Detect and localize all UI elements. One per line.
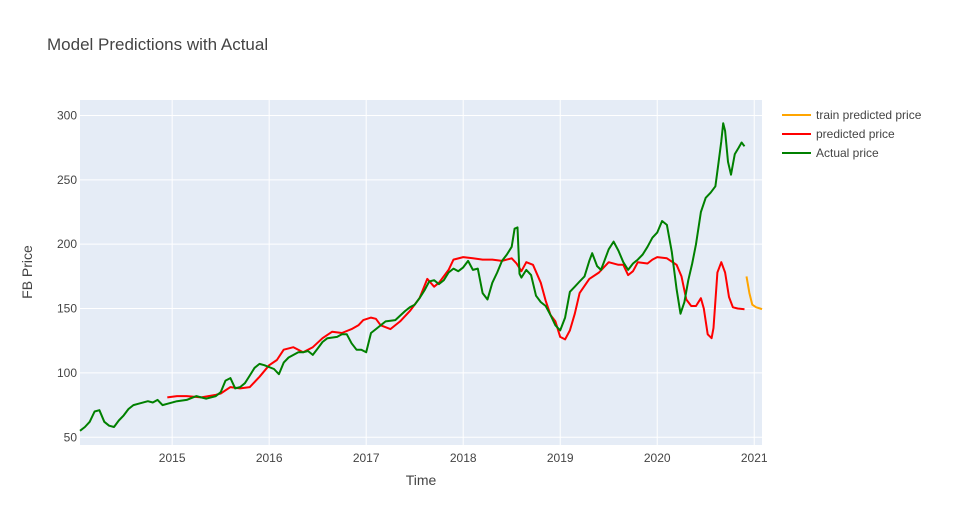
y-tick-labels: 50 100 150 200 250 300 — [57, 108, 77, 444]
x-axis-title: Time — [406, 472, 437, 488]
x-tick-label: 2021 — [741, 451, 768, 465]
y-axis-title: FB Price — [19, 245, 35, 299]
x-gridlines — [171, 100, 755, 445]
y-gridlines — [80, 114, 762, 438]
legend-item-train-predicted-price[interactable]: train predicted price — [782, 108, 922, 122]
x-tick-label: 2020 — [644, 451, 671, 465]
legend-label: train predicted price — [816, 108, 922, 122]
legend[interactable]: train predicted price predicted price Actu… — [782, 108, 922, 160]
legend-item-predicted-price[interactable]: predicted price — [782, 127, 895, 141]
series-layer — [79, 122, 763, 432]
y-tick-label: 200 — [57, 237, 77, 251]
plot-background — [80, 100, 762, 445]
actual-price-line[interactable] — [79, 122, 746, 432]
legend-label: Actual price — [816, 146, 879, 160]
x-tick-label: 2017 — [353, 451, 380, 465]
x-tick-label: 2015 — [159, 451, 186, 465]
train-predicted-price-line[interactable] — [745, 276, 763, 311]
x-tick-label: 2018 — [450, 451, 477, 465]
y-tick-label: 300 — [57, 108, 77, 122]
x-tick-label: 2016 — [256, 451, 283, 465]
x-tick-labels: 2015 2016 2017 2018 2019 2020 2021 — [159, 451, 768, 465]
legend-label: predicted price — [816, 127, 895, 141]
y-tick-label: 150 — [57, 302, 77, 316]
chart-title: Model Predictions with Actual — [47, 35, 268, 54]
y-tick-label: 250 — [57, 173, 77, 187]
x-tick-label: 2019 — [547, 451, 574, 465]
legend-item-actual-price[interactable]: Actual price — [782, 146, 879, 160]
y-tick-label: 50 — [64, 430, 78, 444]
y-tick-label: 100 — [57, 366, 77, 380]
